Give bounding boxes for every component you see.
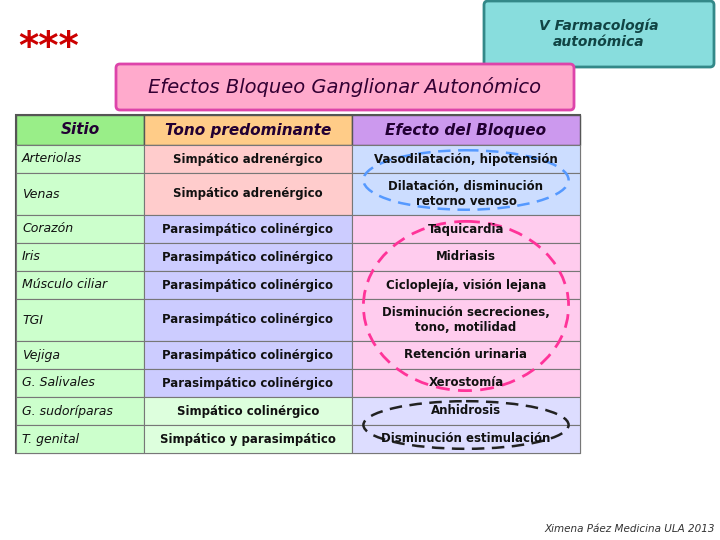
Bar (144, 341, 352, 369)
Text: Parasimpático colinérgico: Parasimpático colinérgico (163, 251, 333, 264)
Text: Simpático y parasimpático: Simpático y parasimpático (160, 433, 336, 446)
Text: Taquicardia: Taquicardia (428, 222, 504, 235)
Text: Parasimpático colinérgico: Parasimpático colinérgico (163, 222, 333, 235)
Text: Tono predominante: Tono predominante (165, 123, 331, 138)
Text: Efectos Bloqueo Ganglionar Autonómico: Efectos Bloqueo Ganglionar Autonómico (148, 77, 541, 97)
Text: Corazón: Corazón (22, 222, 73, 235)
Text: Parasimpático colinérgico: Parasimpático colinérgico (163, 314, 333, 327)
Text: Parasimpático colinérgico: Parasimpático colinérgico (163, 376, 333, 389)
Text: Dilatación, disminución
retorno venoso: Dilatación, disminución retorno venoso (389, 180, 544, 208)
Bar (352, 145, 580, 173)
Bar (144, 271, 352, 299)
Text: Anhidrosis: Anhidrosis (431, 404, 501, 417)
Text: Simpático adrenérgico: Simpático adrenérgico (174, 152, 323, 165)
Text: Efecto del Bloqueo: Efecto del Bloqueo (385, 123, 546, 138)
Text: Disminución secreciones,
tono, motilidad: Disminución secreciones, tono, motilidad (382, 306, 550, 334)
Text: Disminución estimulación: Disminución estimulación (382, 433, 551, 446)
Bar (16, 299, 144, 341)
Text: Retención urinaria: Retención urinaria (405, 348, 528, 361)
Bar (16, 243, 144, 271)
Text: ***: *** (18, 29, 78, 67)
Text: Vejiga: Vejiga (22, 348, 60, 361)
Bar (16, 341, 144, 369)
Text: Cicloplejía, visión lejana: Cicloplejía, visión lejana (386, 279, 546, 292)
Text: Xerostomía: Xerostomía (428, 376, 503, 389)
Bar (352, 243, 580, 271)
Bar (16, 369, 144, 397)
Bar (352, 369, 580, 397)
Bar (144, 145, 352, 173)
Bar (16, 115, 580, 453)
Bar (144, 215, 352, 243)
Bar (16, 145, 144, 173)
Bar (144, 369, 352, 397)
Text: Iris: Iris (22, 251, 41, 264)
Bar (16, 215, 144, 243)
FancyBboxPatch shape (116, 64, 574, 110)
Bar (144, 115, 352, 145)
Text: Parasimpático colinérgico: Parasimpático colinérgico (163, 279, 333, 292)
Bar (352, 299, 580, 341)
Text: T. genital: T. genital (22, 433, 79, 446)
Bar (144, 173, 352, 215)
Text: Sitio: Sitio (60, 123, 99, 138)
Bar (16, 271, 144, 299)
Bar (352, 271, 580, 299)
Text: Músculo ciliar: Músculo ciliar (22, 279, 107, 292)
Text: Vasodilatación, hipotensión: Vasodilatación, hipotensión (374, 152, 558, 165)
Bar (352, 397, 580, 425)
Bar (16, 115, 144, 145)
FancyBboxPatch shape (484, 1, 714, 67)
Text: Midriasis: Midriasis (436, 251, 496, 264)
Text: Simpático colinérgico: Simpático colinérgico (177, 404, 319, 417)
Text: Ximena Páez Medicina ULA 2013: Ximena Páez Medicina ULA 2013 (544, 524, 715, 534)
Bar (352, 425, 580, 453)
Bar (144, 243, 352, 271)
Text: Parasimpático colinérgico: Parasimpático colinérgico (163, 348, 333, 361)
Text: Venas: Venas (22, 187, 60, 200)
Bar (16, 397, 144, 425)
Bar (16, 173, 144, 215)
Bar (16, 425, 144, 453)
Bar (352, 115, 580, 145)
Bar (144, 299, 352, 341)
Bar (352, 341, 580, 369)
Bar (352, 173, 580, 215)
Text: V Farmacología
autonómica: V Farmacología autonómica (539, 19, 659, 49)
Text: Simpático adrenérgico: Simpático adrenérgico (174, 187, 323, 200)
Text: G. Salivales: G. Salivales (22, 376, 95, 389)
Bar (144, 425, 352, 453)
Bar (352, 215, 580, 243)
Text: Arteriolas: Arteriolas (22, 152, 82, 165)
Text: TGI: TGI (22, 314, 43, 327)
Text: G. sudoríparas: G. sudoríparas (22, 404, 113, 417)
Bar (144, 397, 352, 425)
